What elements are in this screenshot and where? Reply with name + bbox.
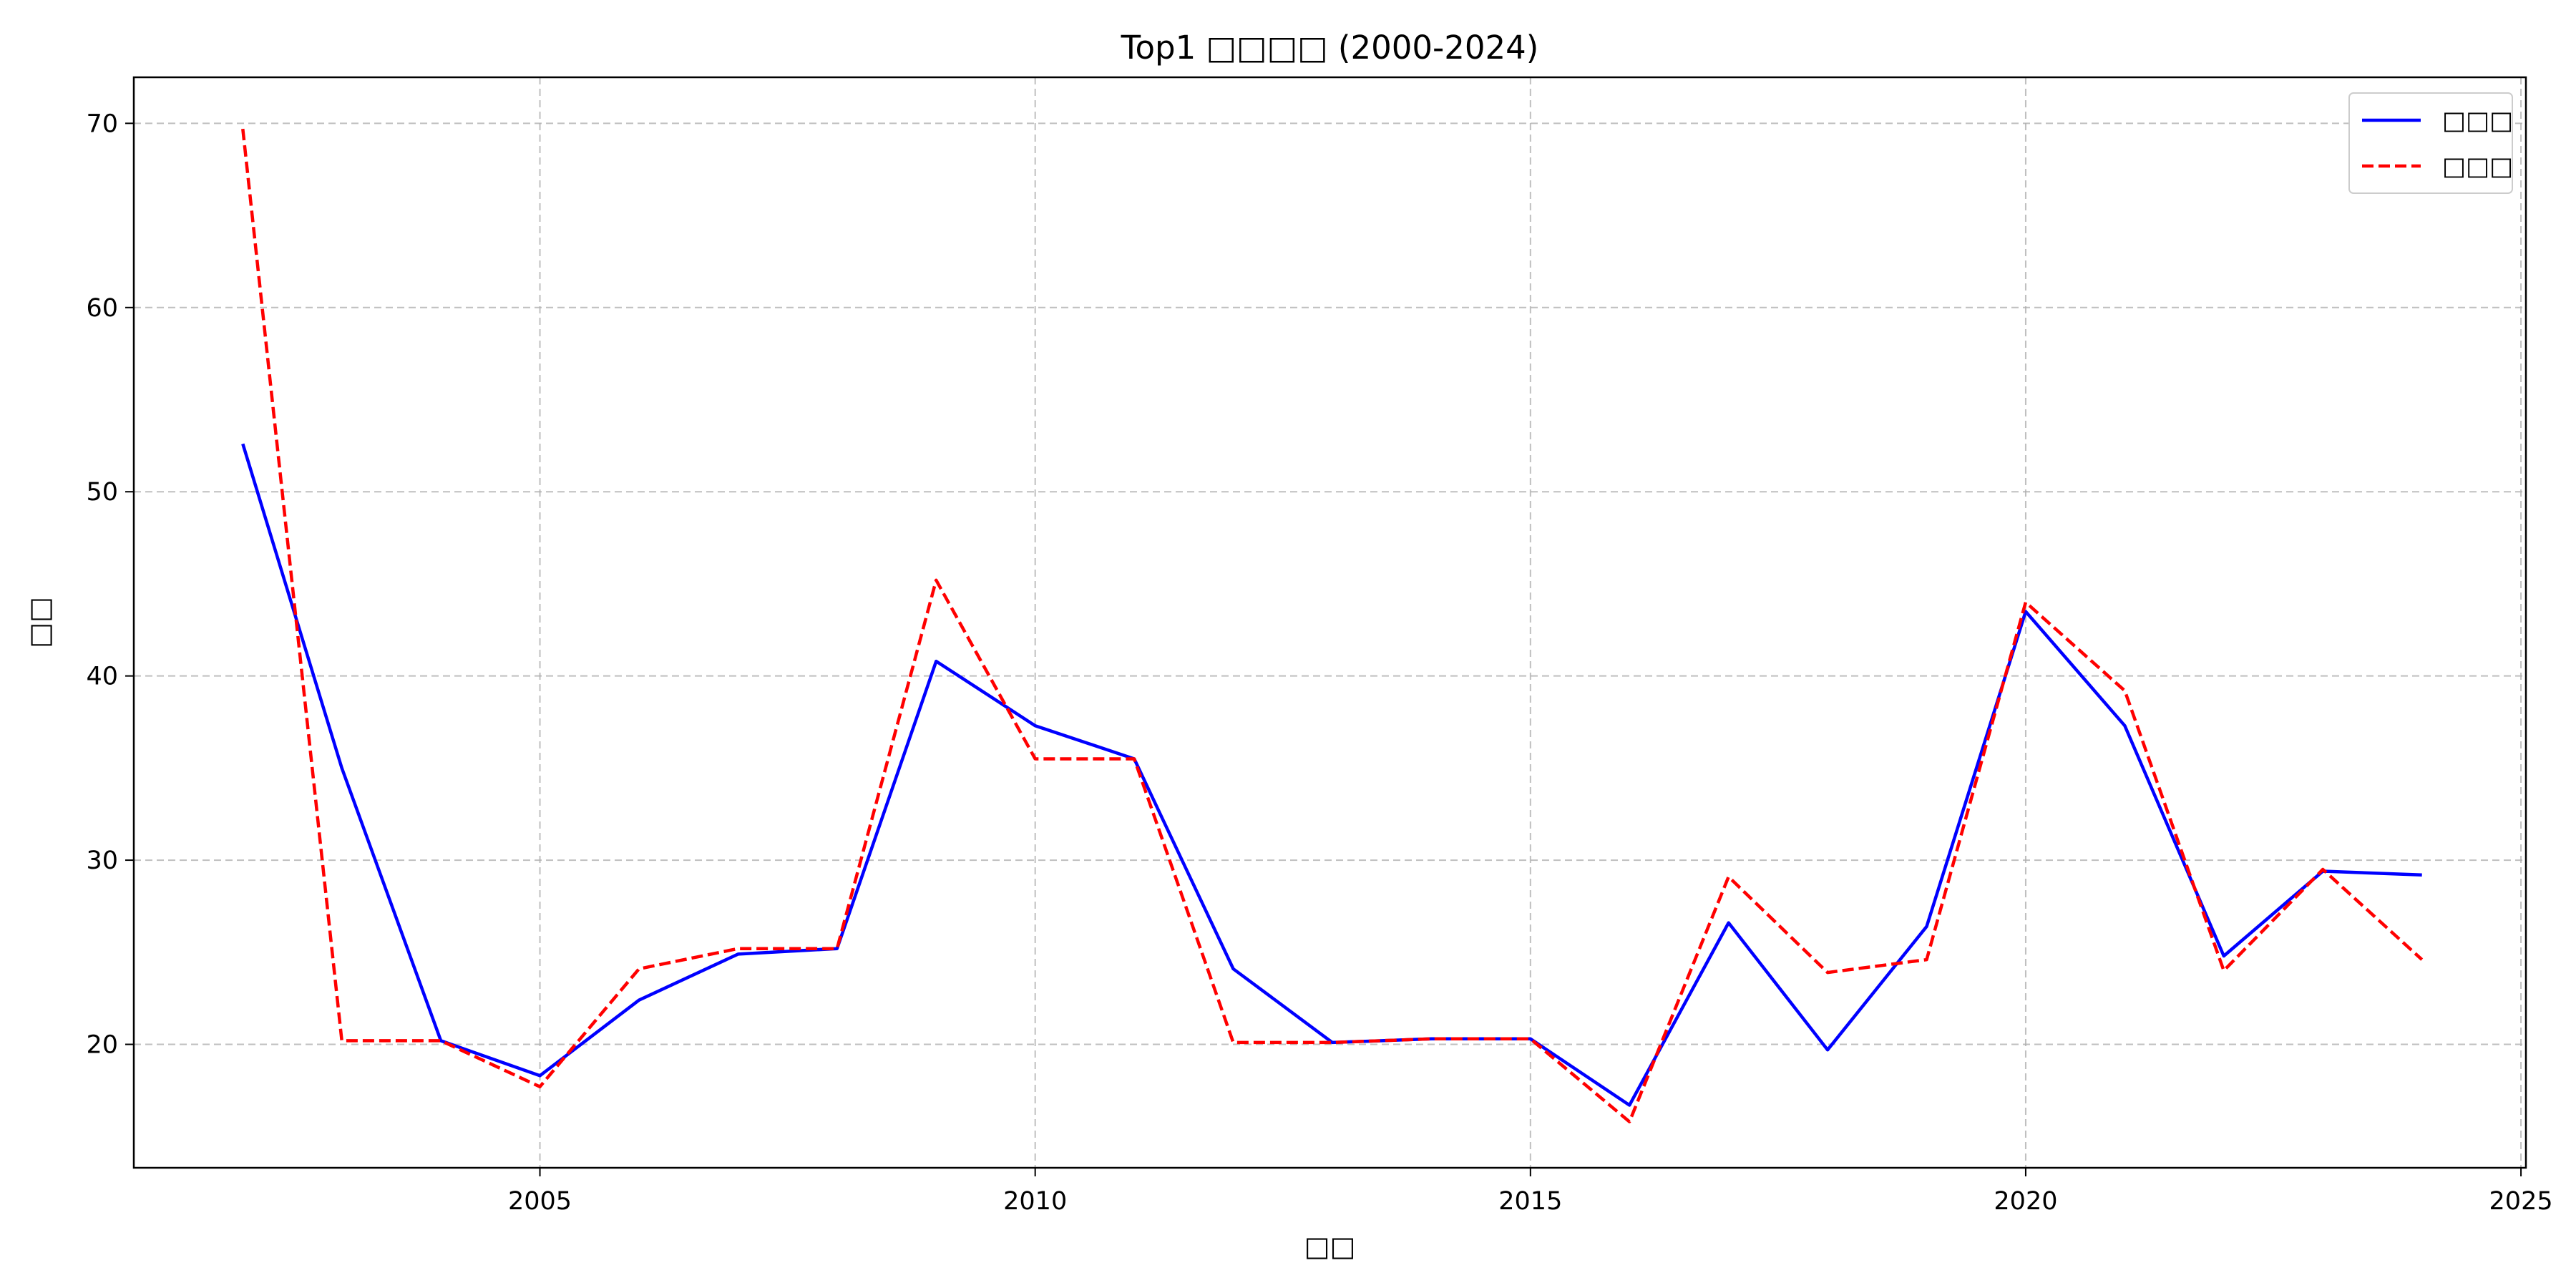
x-tick-label: 2015: [1498, 1187, 1562, 1216]
chart-title: Top1 □□□□ (2000-2024): [1121, 29, 1539, 67]
y-tick-label: 20: [86, 1031, 118, 1060]
x-axis-label: □□: [1304, 1231, 1356, 1262]
y-tick-label: 30: [86, 847, 118, 875]
x-tick-label: 2005: [508, 1187, 572, 1216]
y-tick-label: 40: [86, 663, 118, 691]
y-tick-label: 60: [86, 294, 118, 323]
x-tick-label: 2025: [2489, 1187, 2553, 1216]
series-line-blue: [241, 443, 2422, 1107]
y-tick-label: 70: [86, 109, 118, 138]
plot-frame: [132, 76, 2527, 1169]
y-axis-label: □□: [24, 597, 55, 648]
legend-label-red: □□□: [2442, 152, 2513, 181]
series-lines: [241, 128, 2424, 1123]
y-tick-label: 50: [86, 478, 118, 507]
legend: □□□ □□□: [2348, 92, 2513, 194]
series-line-red: [241, 128, 2424, 1123]
legend-label-blue: □□□: [2442, 107, 2513, 135]
x-tick-label: 2020: [1994, 1187, 2057, 1216]
grid-lines: [134, 77, 2526, 1168]
legend-box: [2348, 92, 2513, 194]
x-tick-label: 2010: [1003, 1187, 1067, 1216]
